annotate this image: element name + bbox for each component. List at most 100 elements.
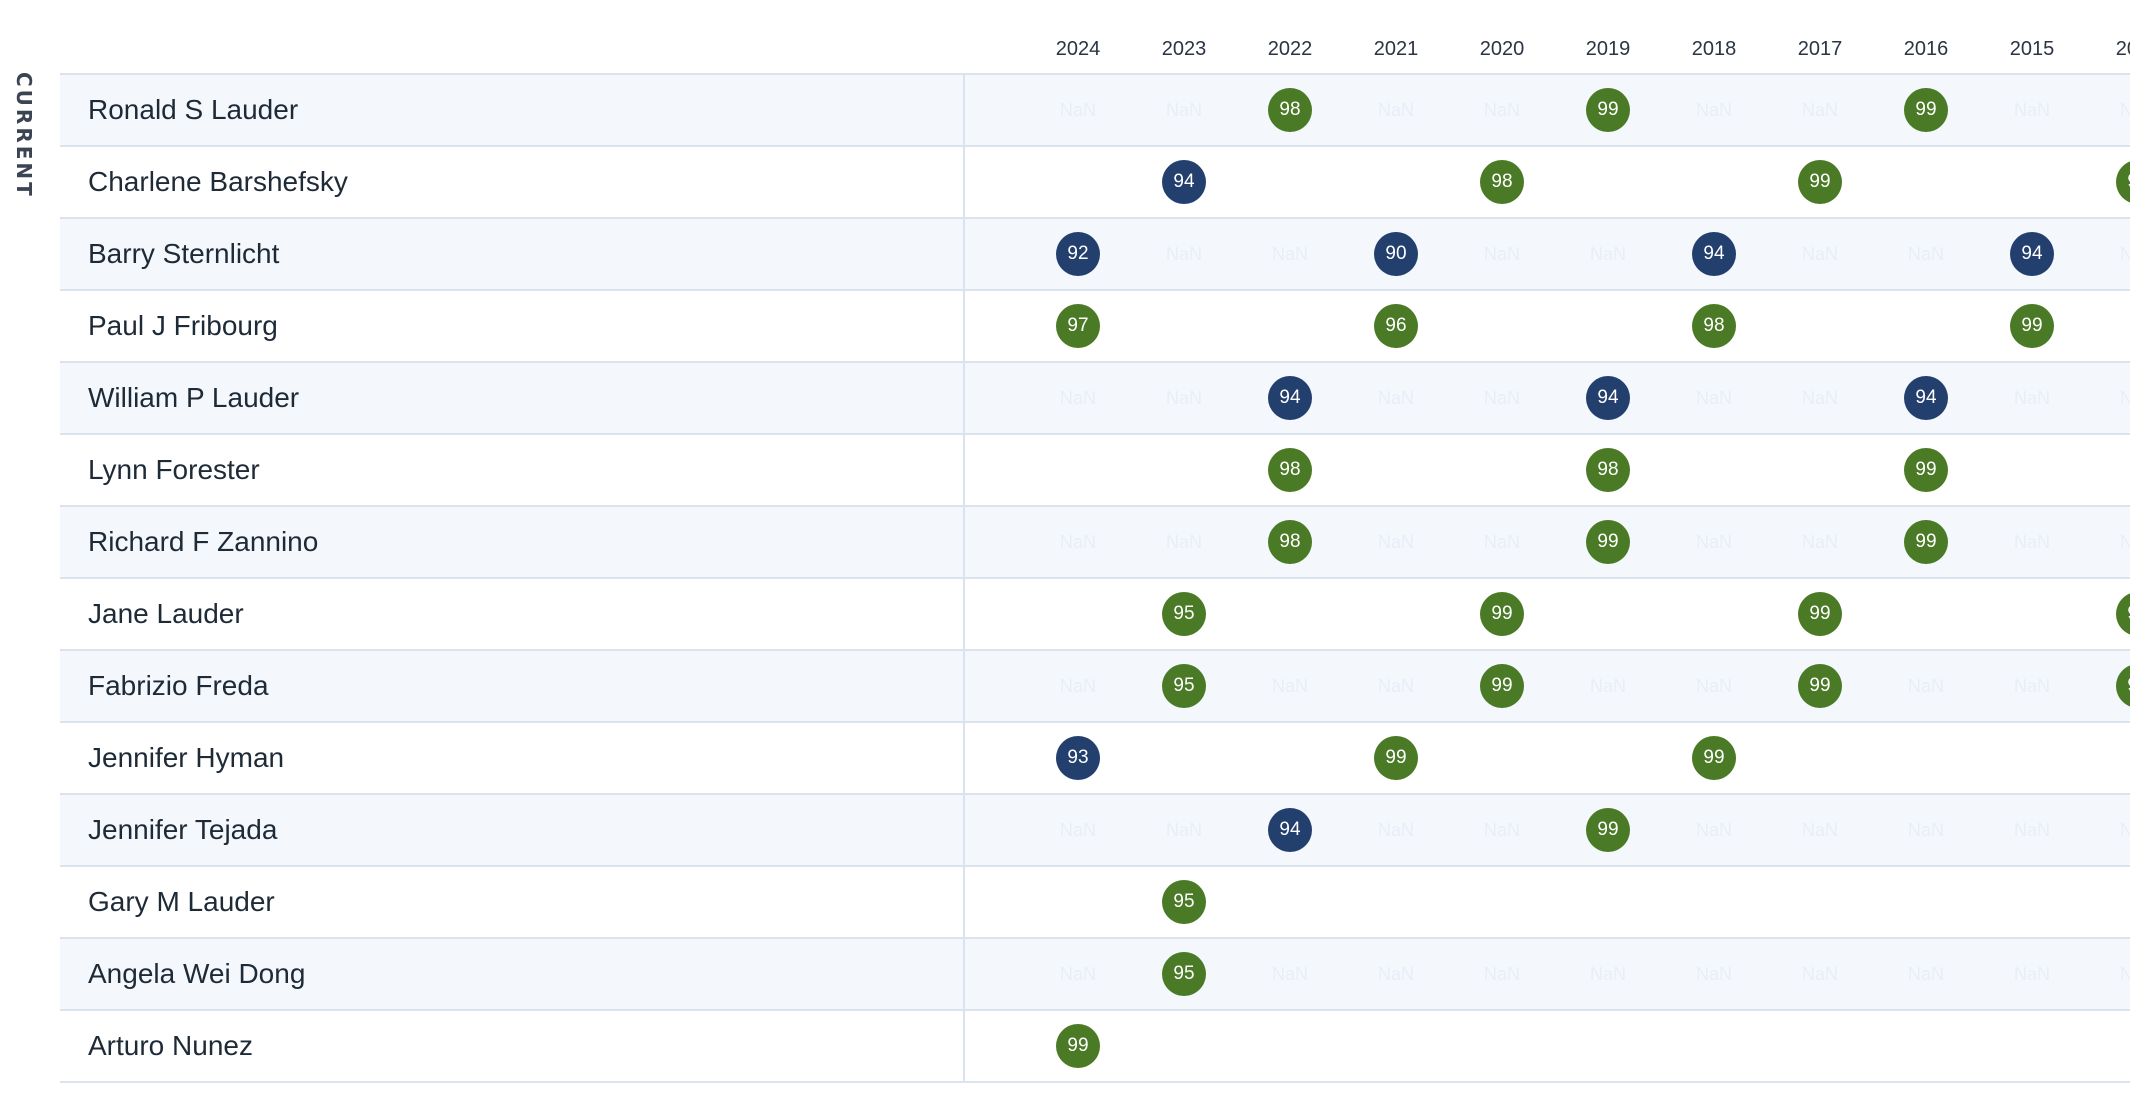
nan-placeholder: NaN [1271, 963, 1308, 984]
table-row: William P Lauder NaN NaN 94 NaN NaN 94 NaN NaN 94… [60, 363, 2130, 435]
score-cell: 99 [1555, 795, 1661, 865]
score-badge: 98 [1480, 160, 1524, 204]
table-row: Jane Lauder 95 99 99 99 [60, 579, 2130, 651]
score-badge: 95 [1162, 880, 1206, 924]
nan-placeholder: NaN [1165, 531, 1202, 552]
nan-placeholder: NaN [1589, 963, 1626, 984]
table-row: Richard F Zannino NaN NaN 98 NaN NaN 99 NaN NaN 9… [60, 507, 2130, 579]
score-cell: NaN [1979, 75, 2085, 145]
score-cell: 98 [1237, 75, 1343, 145]
score-badge: 98 [1268, 520, 1312, 564]
person-name: Fabrizio Freda [88, 670, 269, 701]
score-cell: NaN [1025, 651, 1131, 721]
score-cell: NaN [1343, 507, 1449, 577]
table-row: Fabrizio Freda NaN 95 NaN NaN 99 NaN NaN 99 NaN Na… [60, 651, 2130, 723]
nan-placeholder: NaN [2119, 387, 2130, 408]
score-cell: NaN [1237, 651, 1343, 721]
score-cell: 99 [1767, 147, 1873, 217]
score-cell: 92 [1025, 219, 1131, 289]
year-header: 2024 2023 2022 2021 2020 2019 2018 2017 2016 2015… [60, 30, 2130, 73]
person-name: Barry Sternlicht [88, 238, 280, 269]
score-cell: NaN [1873, 939, 1979, 1009]
score-cell: NaN [1025, 795, 1131, 865]
nan-placeholder: NaN [1059, 99, 1096, 120]
score-cell: 96 [1343, 291, 1449, 361]
score-cell: NaN [1661, 939, 1767, 1009]
score-badge: 94 [1586, 376, 1630, 420]
table-row: Arturo Nunez 99 [60, 1011, 2130, 1083]
score-cell: 98 [1237, 435, 1343, 505]
score-cell: 98 [1661, 291, 1767, 361]
score-cell: NaN [1661, 651, 1767, 721]
score-cell: 99 [1025, 1011, 1131, 1081]
nan-placeholder: NaN [2119, 99, 2130, 120]
score-badge: 99 [2010, 304, 2054, 348]
score-badge: 94 [1162, 160, 1206, 204]
score-badge: 93 [1056, 736, 1100, 780]
column-divider [963, 795, 965, 865]
score-cell: 99 [1449, 579, 1555, 649]
score-badge: 99 [1586, 808, 1630, 852]
nan-placeholder: NaN [2013, 99, 2050, 120]
score-cell: 94 [1661, 219, 1767, 289]
score-cell: 99 [1767, 579, 1873, 649]
score-cell: 99 [1555, 75, 1661, 145]
score-cell: NaN [1131, 75, 1237, 145]
score-cell: NaN [1449, 219, 1555, 289]
year-label: 2018 [1691, 38, 1737, 60]
score-badge: 98 [1268, 448, 1312, 492]
nan-placeholder: NaN [1695, 531, 1732, 552]
year-label: 2014 [2115, 38, 2130, 60]
score-cell: 94 [1979, 219, 2085, 289]
score-cell: NaN [1661, 75, 1767, 145]
nan-placeholder: NaN [1483, 819, 1520, 840]
nan-placeholder: NaN [1907, 819, 1944, 840]
score-cell: NaN [1131, 795, 1237, 865]
nan-placeholder: NaN [2119, 531, 2130, 552]
nan-placeholder: NaN [1059, 675, 1096, 696]
score-cell: 94 [1131, 147, 1237, 217]
score-badge: 95 [1162, 664, 1206, 708]
score-cell: 99 [1979, 291, 2085, 361]
nan-placeholder: NaN [1483, 387, 1520, 408]
score-cell: NaN [1873, 651, 1979, 721]
score-cell: NaN [1555, 219, 1661, 289]
table-row: Gary M Lauder 95 [60, 867, 2130, 939]
score-cell: NaN [1979, 651, 2085, 721]
nan-placeholder: NaN [2013, 531, 2050, 552]
nan-placeholder: NaN [1695, 963, 1732, 984]
score-cell: NaN [1661, 795, 1767, 865]
score-badge: 95 [1162, 952, 1206, 996]
score-cell: NaN [1025, 507, 1131, 577]
score-cell: NaN [1767, 363, 1873, 433]
column-divider [963, 867, 965, 937]
table-row: Paul J Fribourg 97 96 98 99 [60, 291, 2130, 363]
person-name: Jennifer Hyman [88, 742, 285, 773]
nan-placeholder: NaN [1483, 531, 1520, 552]
score-cell: 95 [1131, 939, 1237, 1009]
score-cell: NaN [1661, 507, 1767, 577]
score-cell: NaN [1343, 795, 1449, 865]
nan-placeholder: NaN [1377, 819, 1414, 840]
score-cell: 99 [2085, 579, 2130, 649]
score-cell: 98 [1237, 507, 1343, 577]
person-name: Charlene Barshefsky [88, 166, 348, 197]
nan-placeholder: NaN [2119, 819, 2130, 840]
nan-placeholder: NaN [1801, 963, 1838, 984]
person-name: Lynn Forester [88, 454, 260, 485]
score-badge: 90 [1374, 232, 1418, 276]
nan-placeholder: NaN [2013, 675, 2050, 696]
score-badge: 99 [1480, 592, 1524, 636]
table-row: Barry Sternlicht 92 NaN NaN 90 NaN NaN 94 NaN NaN… [60, 219, 2130, 291]
score-cell: 99 [2085, 651, 2130, 721]
nan-placeholder: NaN [1695, 675, 1732, 696]
nan-placeholder: NaN [2013, 387, 2050, 408]
score-cell: 99 [1555, 507, 1661, 577]
nan-placeholder: NaN [1271, 243, 1308, 264]
score-badge: 99 [1586, 88, 1630, 132]
person-name: Jennifer Tejada [88, 814, 278, 845]
score-cell: NaN [2085, 507, 2130, 577]
score-badge: 99 [1904, 88, 1948, 132]
nan-placeholder: NaN [1801, 531, 1838, 552]
score-cell: 98 [1555, 435, 1661, 505]
